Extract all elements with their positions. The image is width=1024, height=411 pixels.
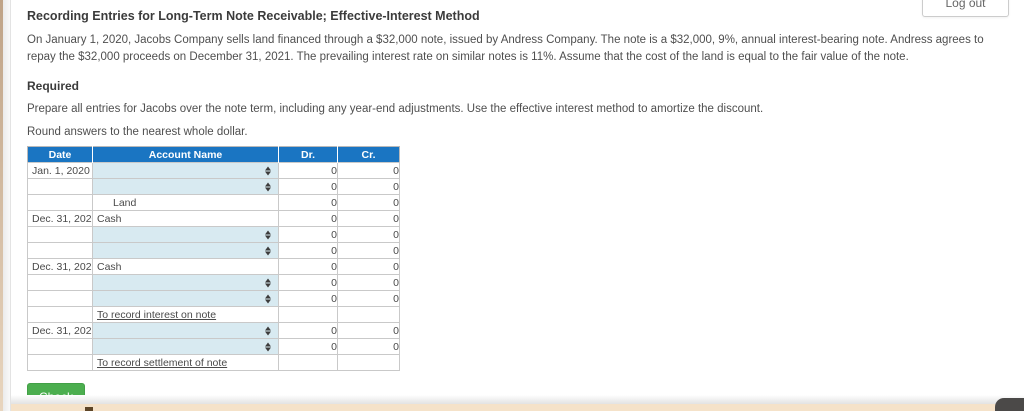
column-header: Account Name	[92, 146, 279, 163]
table-row: Dec. 31, 2021 0 0	[27, 322, 400, 339]
cr-input[interactable]: 0	[337, 290, 400, 307]
account-static: Cash	[92, 210, 279, 227]
cr-input[interactable]: 0	[337, 194, 400, 211]
select-arrows-icon	[265, 166, 271, 175]
date-cell	[27, 338, 93, 355]
chat-widget-icon[interactable]	[995, 398, 1024, 411]
date-cell	[27, 274, 93, 291]
column-header: Dr.	[278, 146, 338, 163]
table-row: Dec. 31, 2021 Cash 0 0	[27, 258, 400, 275]
account-select[interactable]	[92, 162, 279, 179]
table-row: To record settlement of note	[27, 354, 400, 371]
cr-input[interactable]: 0	[337, 338, 400, 355]
cr-input[interactable]: 0	[337, 226, 400, 243]
column-header: Cr.	[337, 146, 400, 163]
cr-input[interactable]: 0	[337, 242, 400, 259]
account-select[interactable]	[92, 322, 279, 339]
dr-input[interactable]: 0	[278, 338, 338, 355]
table-row: Jan. 1, 2020 0 0	[27, 162, 400, 179]
account-select[interactable]	[92, 178, 279, 195]
problem-description: On January 1, 2020, Jacobs Company sells…	[27, 34, 984, 63]
date-cell: Dec. 31, 2021	[27, 322, 93, 339]
cr-input[interactable]: 0	[337, 178, 400, 195]
table-header-row: Date Account Name Dr. Cr.	[27, 146, 400, 163]
cr-input[interactable]: 0	[337, 162, 400, 179]
date-cell	[27, 306, 93, 323]
dr-input[interactable]: 0	[278, 226, 338, 243]
required-heading: Required	[27, 79, 80, 93]
account-static: Land	[92, 194, 279, 211]
memo-label: To record settlement of note	[97, 356, 228, 369]
logout-button[interactable]: Log out	[922, 0, 1009, 17]
date-cell	[27, 290, 93, 307]
memo-label: To record interest on note	[97, 308, 217, 321]
rounding-note: Round answers to the nearest whole dolla…	[27, 126, 248, 138]
window-edge-left	[3, 0, 11, 411]
journal-entry-table: Date Account Name Dr. Cr. Jan. 1, 2020 0 0 0 0 L…	[27, 146, 400, 371]
dr-input[interactable]: 0	[278, 194, 338, 211]
account-select[interactable]	[92, 242, 279, 259]
table-row: To record interest on note	[27, 306, 400, 323]
table-row: Land 0 0	[27, 194, 400, 211]
date-cell	[27, 178, 93, 195]
cr-input[interactable]: 0	[337, 210, 400, 227]
account-select[interactable]	[92, 226, 279, 243]
date-cell	[27, 194, 93, 211]
account-select[interactable]	[92, 290, 279, 307]
dr-input[interactable]: 0	[278, 258, 338, 275]
cr-cell	[337, 306, 400, 323]
dr-cell	[278, 306, 338, 323]
account-select[interactable]	[92, 338, 279, 355]
dr-input[interactable]: 0	[278, 290, 338, 307]
date-cell: Dec. 31, 2021	[27, 258, 93, 275]
page-title: Recording Entries for Long-Term Note Rec…	[27, 9, 480, 23]
memo-cell: To record interest on note	[92, 306, 279, 323]
exercise-content: Recording Entries for Long-Term Note Rec…	[27, 0, 1009, 411]
cr-cell	[337, 354, 400, 371]
select-arrows-icon	[265, 246, 271, 255]
cr-input[interactable]: 0	[337, 322, 400, 339]
dr-input[interactable]: 0	[278, 242, 338, 259]
select-arrows-icon	[265, 342, 271, 351]
dr-input[interactable]: 0	[278, 322, 338, 339]
memo-cell: To record settlement of note	[92, 354, 279, 371]
dr-input[interactable]: 0	[278, 162, 338, 179]
select-arrows-icon	[265, 326, 271, 335]
cr-input[interactable]: 0	[337, 258, 400, 275]
cr-input[interactable]: 0	[337, 274, 400, 291]
dr-input[interactable]: 0	[278, 274, 338, 291]
page-bottom-shadow	[0, 395, 1024, 404]
date-cell	[27, 242, 93, 259]
column-header: Date	[27, 146, 93, 163]
select-arrows-icon	[265, 278, 271, 287]
dr-input[interactable]: 0	[278, 210, 338, 227]
date-cell: Dec. 31, 2020	[27, 210, 93, 227]
desktop-edge-bottom	[0, 404, 1024, 411]
date-cell: Jan. 1, 2020	[27, 162, 93, 179]
required-text: Prepare all entries for Jacobs over the …	[27, 103, 764, 115]
select-arrows-icon	[265, 230, 271, 239]
dr-cell	[278, 354, 338, 371]
select-arrows-icon	[265, 294, 271, 303]
table-row: Dec. 31, 2020 Cash 0 0	[27, 210, 400, 227]
account-static: Cash	[92, 258, 279, 275]
select-arrows-icon	[265, 182, 271, 191]
account-select[interactable]	[92, 274, 279, 291]
desktop-edge-left	[0, 0, 3, 411]
desktop-icon-fragment	[85, 407, 93, 411]
dr-input[interactable]: 0	[278, 178, 338, 195]
date-cell	[27, 354, 93, 371]
date-cell	[27, 226, 93, 243]
